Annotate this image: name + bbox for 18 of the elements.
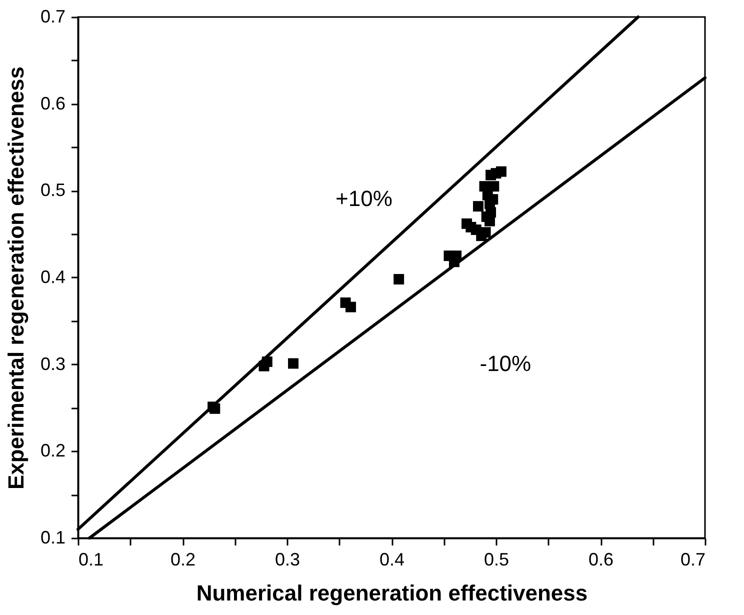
- x-tick-label: 0.5: [484, 550, 510, 570]
- y-tick-label: 0.5: [40, 180, 66, 200]
- x-tick-label: 0.6: [588, 550, 614, 570]
- y-tick-label: 0.3: [40, 354, 66, 374]
- x-axis-title: Numerical regeneration effectiveness: [196, 580, 588, 606]
- annotation: +10%: [336, 186, 392, 211]
- y-tick-label: 0.1: [40, 528, 66, 548]
- y-tick-label: 0.6: [40, 93, 66, 114]
- y-axis-title: Experimental regeneration effectiveness: [3, 66, 28, 490]
- x-tick-label: 0.2: [170, 550, 196, 570]
- annotation: -10%: [480, 351, 532, 376]
- x-tick-label: 0.7: [680, 550, 706, 570]
- y-tick-label: 0.2: [40, 440, 66, 461]
- x-tick-label: 0.4: [379, 550, 405, 570]
- y-tick-label: 0.4: [40, 267, 66, 287]
- y-tick-label: 0.7: [40, 6, 66, 26]
- x-tick-label: 0.3: [274, 550, 300, 570]
- x-tick-label: 0.1: [78, 550, 104, 570]
